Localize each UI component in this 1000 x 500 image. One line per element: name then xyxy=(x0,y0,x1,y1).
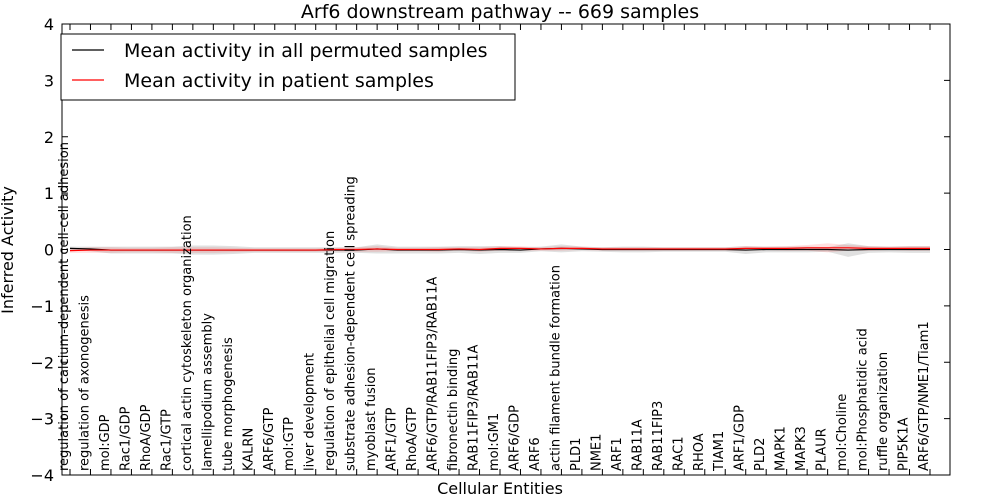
category-label: regulation of epithelial cell migration xyxy=(323,231,338,471)
category-label: regulation of axonogenesis xyxy=(77,295,92,471)
category-label: ARF6/GTP xyxy=(262,407,277,471)
category-label: RAB11FIP3 xyxy=(651,401,666,471)
legend-label-permuted: Mean activity in all permuted samples xyxy=(124,40,487,62)
category-label: MAPK3 xyxy=(794,426,809,471)
category-label: actin filament bundle formation xyxy=(548,265,563,471)
y-tick-label: −1 xyxy=(30,297,54,316)
y-axis-label: Inferred Activity xyxy=(0,186,17,314)
legend-label-patient: Mean activity in patient samples xyxy=(124,70,434,92)
category-label: ARF1/GDP xyxy=(733,405,748,471)
y-tick-label: 2 xyxy=(44,128,54,147)
category-label: mol:GM1 xyxy=(487,413,502,471)
category-label: PLD1 xyxy=(569,438,584,471)
y-tick-label: 4 xyxy=(44,15,54,34)
category-label: lamellipodium assembly xyxy=(200,313,215,471)
y-tick-label: −2 xyxy=(30,353,54,372)
category-label: MAPK1 xyxy=(774,426,789,471)
category-label: RhoA/GTP xyxy=(405,407,420,471)
category-label: ARF6 xyxy=(528,437,543,471)
category-label: PLD2 xyxy=(753,438,768,471)
category-label: RAB11FIP3/RAB11A xyxy=(467,344,482,471)
category-label: RHOA xyxy=(692,433,707,471)
category-label: substrate adhesion-dependent cell spread… xyxy=(344,176,359,471)
y-tick-label: −3 xyxy=(30,410,54,429)
category-label: mol:Choline xyxy=(835,394,850,471)
y-tick-label: −4 xyxy=(30,466,54,485)
category-label: mol:Phosphatidic acid xyxy=(856,328,871,471)
category-label: cortical actin cytoskeleton organization xyxy=(180,215,195,471)
category-label: RAB11A xyxy=(630,419,645,471)
category-label: ARF1 xyxy=(610,437,625,471)
category-label: ruffle organization xyxy=(876,352,891,471)
y-axis: −4 −3 −2 −1 0 1 2 3 4 xyxy=(30,15,950,485)
category-label: ARF6/GTP/NME1/Tiam1 xyxy=(917,321,932,471)
category-label: Rac1/GTP xyxy=(159,409,174,471)
category-labels: regulation of calcium-dependent cell-cel… xyxy=(57,142,932,472)
category-label: mol:GTP xyxy=(282,417,297,471)
category-label: TIAM1 xyxy=(712,431,727,472)
category-label: liver development xyxy=(303,353,318,471)
x-axis xyxy=(69,24,931,475)
x-axis-label: Cellular Entities xyxy=(437,479,563,498)
category-label: ARF6/GTP/RAB11FIP3/RAB11A xyxy=(426,277,441,471)
category-label: Rac1/GDP xyxy=(118,406,133,471)
category-label: NME1 xyxy=(589,434,604,471)
category-label: RhoA/GDP xyxy=(139,404,154,471)
category-label: myoblast fusion xyxy=(364,367,379,471)
series-lines xyxy=(69,247,930,252)
category-label: RAC1 xyxy=(671,436,686,471)
category-label: ARF6/GDP xyxy=(507,405,522,471)
category-label: ARF1/GTP xyxy=(385,407,400,471)
legend: Mean activity in all permuted samples Me… xyxy=(60,33,516,101)
category-label: PLAUR xyxy=(815,428,830,471)
category-label: fibronectin binding xyxy=(446,349,461,471)
category-label: tube morphogenesis xyxy=(221,337,236,471)
y-tick-label: 0 xyxy=(44,241,54,260)
category-label: KALRN xyxy=(241,428,256,471)
category-label: mol:GDP xyxy=(98,414,113,471)
y-tick-label: 3 xyxy=(44,71,54,90)
category-label: regulation of calcium-dependent cell-cel… xyxy=(57,142,72,471)
category-label: PIP5K1A xyxy=(897,417,912,471)
legend-box xyxy=(60,33,516,101)
chart-title: Arf6 downstream pathway -- 669 samples xyxy=(301,1,699,23)
y-tick-label: 1 xyxy=(44,184,54,203)
series-line-patient xyxy=(69,247,930,252)
